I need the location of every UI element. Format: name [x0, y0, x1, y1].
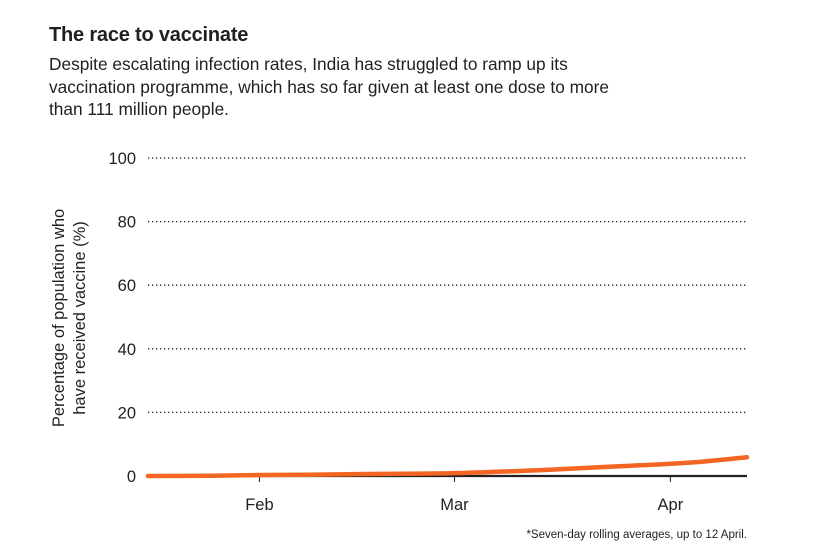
- chart-title: The race to vaccinate: [49, 24, 249, 46]
- y-tick-label: 80: [118, 214, 136, 232]
- x-tick-label: Mar: [440, 496, 469, 514]
- grid-lines: [148, 157, 747, 478]
- x-tick-label: Apr: [658, 496, 684, 514]
- y-tick-label: 60: [118, 277, 136, 295]
- series-line-0: [145, 454, 750, 479]
- footnote: *Seven-day rolling averages, up to 12 Ap…: [526, 529, 747, 541]
- x-tick-label: Feb: [245, 496, 273, 514]
- y-axis-ticks: 0 20 40 60 80 100: [108, 150, 136, 486]
- x-axis-ticks: Feb Mar Apr: [245, 476, 684, 514]
- series-lines: [145, 454, 750, 479]
- y-axis-label-line: Percentage of population who: [50, 209, 68, 427]
- y-axis-label-line: have received vaccine (%): [71, 221, 89, 415]
- y-tick-label: 20: [118, 404, 136, 422]
- y-axis-label: Percentage of population who have receive…: [50, 209, 89, 427]
- y-tick-label: 40: [118, 341, 136, 359]
- chart-subtitle: Despite escalating infection rates, Indi…: [49, 54, 610, 119]
- y-tick-label: 0: [127, 468, 136, 486]
- y-tick-label: 100: [108, 150, 136, 168]
